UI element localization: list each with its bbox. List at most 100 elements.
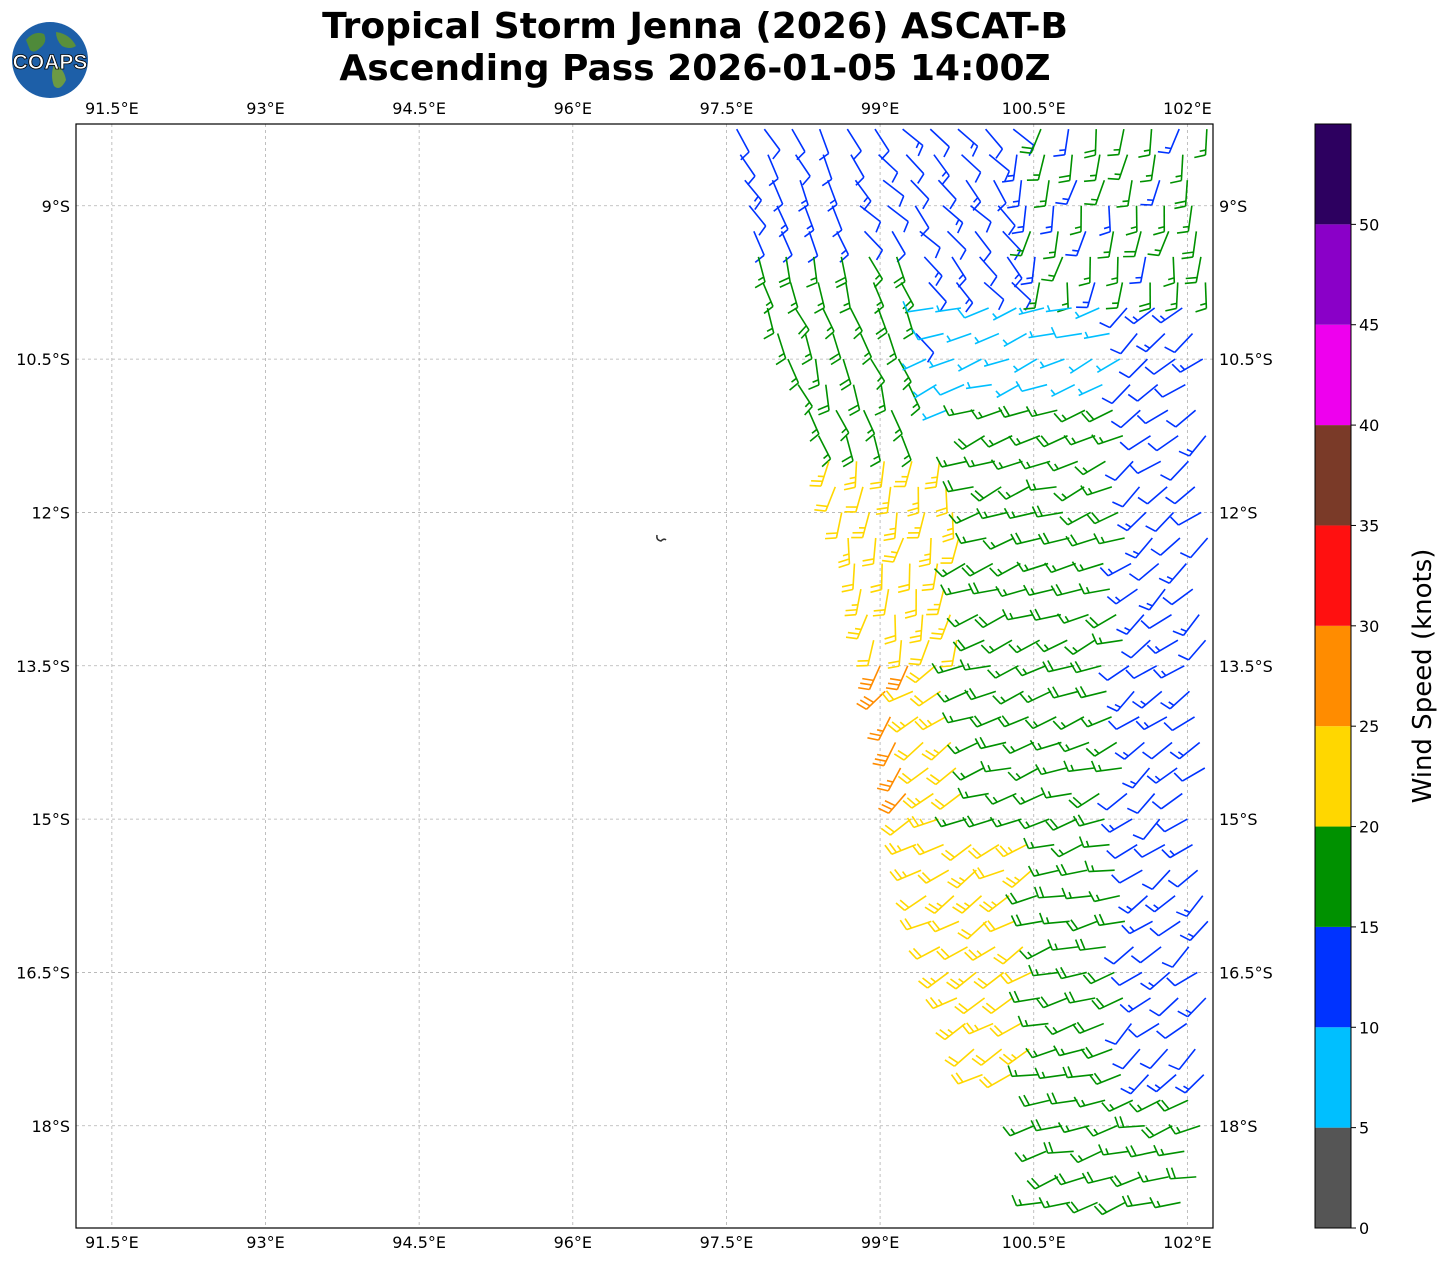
lon-tick-label-bottom: 91.5°E — [85, 1233, 139, 1252]
wind-barb — [844, 588, 862, 617]
wind-barb — [1140, 179, 1161, 206]
wind-barb — [912, 329, 944, 341]
wind-barb — [1065, 919, 1098, 932]
wind-barb — [935, 486, 948, 518]
wind-barb — [1107, 128, 1125, 157]
wind-barb — [1150, 537, 1181, 556]
wind-barb — [1056, 613, 1089, 624]
wind-barb — [1059, 511, 1091, 526]
wind-barb — [822, 307, 835, 340]
wind-barb — [905, 154, 925, 184]
wind-barb — [1175, 895, 1204, 918]
wind-barb — [1055, 863, 1088, 877]
wind-barb — [1084, 860, 1115, 873]
wind-barb — [883, 512, 898, 542]
wind-barb — [1083, 331, 1110, 340]
wind-barb — [1063, 760, 1095, 773]
wind-barb — [940, 844, 972, 861]
wind-barb — [982, 920, 1015, 933]
colorbar-segment — [1315, 425, 1351, 526]
wind-barb — [1055, 179, 1078, 205]
wind-barb — [1147, 435, 1179, 452]
lat-tick-label-left: 13.5°S — [16, 657, 70, 676]
wind-barb — [942, 512, 955, 543]
wind-barb — [1106, 690, 1135, 712]
wind-barb — [978, 895, 1010, 913]
lon-tick-label-top: 97.5°E — [700, 99, 754, 118]
wind-barb — [978, 1073, 1011, 1089]
wind-barb — [1057, 1122, 1090, 1134]
wind-barb — [969, 715, 1002, 728]
wind-barb — [1093, 1201, 1126, 1216]
wind-barb — [887, 205, 909, 233]
wind-barb — [891, 230, 906, 263]
wind-barb — [844, 486, 864, 513]
wind-barb — [929, 358, 955, 369]
wind-barb — [908, 639, 930, 666]
wind-barb — [962, 815, 995, 828]
wind-barb — [979, 256, 998, 287]
wind-barb — [1167, 869, 1199, 888]
wind-barb — [1144, 895, 1176, 913]
wind-barb — [1045, 818, 1078, 831]
wind-barb — [1025, 479, 1057, 491]
wind-barb — [923, 256, 943, 287]
wind-barb — [931, 662, 964, 674]
wind-barb — [942, 480, 974, 493]
wind-barb — [1046, 460, 1079, 472]
wind-barb — [838, 537, 851, 569]
wind-barb — [959, 659, 991, 671]
wind-barb — [867, 716, 892, 741]
wind-barb — [1125, 665, 1158, 680]
wind-barb — [807, 409, 820, 442]
wind-barb — [1116, 180, 1133, 208]
wind-barb — [870, 563, 883, 594]
wind-barb — [946, 332, 972, 343]
wind-barb — [878, 154, 899, 183]
wind-barb — [1042, 660, 1074, 673]
lon-tick-label-top: 99°E — [861, 99, 899, 118]
lat-tick-label-left: 16.5°S — [16, 963, 70, 982]
wind-barb — [936, 690, 969, 703]
wind-barb — [1043, 231, 1059, 260]
wind-barb — [1097, 231, 1115, 259]
wind-barb — [875, 307, 888, 340]
wind-barb — [1015, 380, 1048, 393]
wind-barb — [1007, 1065, 1038, 1078]
wind-barb — [987, 665, 1019, 679]
wind-barb — [961, 562, 994, 577]
wind-barb — [1128, 1022, 1160, 1038]
plot-frame — [75, 123, 1214, 1229]
wind-barb — [973, 971, 1005, 989]
wind-barb — [753, 231, 765, 263]
wind-barb — [1165, 486, 1196, 505]
wind-barb — [1118, 895, 1148, 914]
wind-barb — [1043, 1141, 1074, 1154]
wind-barb — [932, 383, 965, 396]
wind-barb — [1019, 690, 1052, 704]
wind-barb — [1008, 435, 1041, 446]
lon-tick-label-bottom: 102°E — [1163, 1233, 1212, 1252]
wind-barb — [980, 760, 1012, 773]
wind-barb — [1007, 180, 1023, 209]
wind-barb — [1154, 383, 1186, 398]
wind-barb — [1119, 435, 1151, 451]
wind-barb — [1038, 912, 1070, 925]
wind-barb — [1090, 760, 1122, 773]
wind-barb — [787, 358, 800, 391]
wind-barb — [897, 767, 929, 785]
wind-barb — [1133, 843, 1166, 858]
wind-barb — [1069, 660, 1102, 674]
wind-barb — [1080, 1046, 1113, 1059]
wind-barb — [1072, 814, 1105, 827]
wind-barb — [1140, 971, 1171, 991]
wind-barb — [946, 741, 979, 755]
wind-barb — [1047, 686, 1080, 699]
wind-barb — [997, 205, 1016, 236]
wind-barb — [1170, 154, 1184, 184]
wind-barb — [794, 154, 811, 186]
wind-barb — [1123, 231, 1142, 258]
wind-barb — [1023, 837, 1055, 850]
wind-barb — [1078, 583, 1110, 595]
wind-barb — [955, 532, 987, 545]
